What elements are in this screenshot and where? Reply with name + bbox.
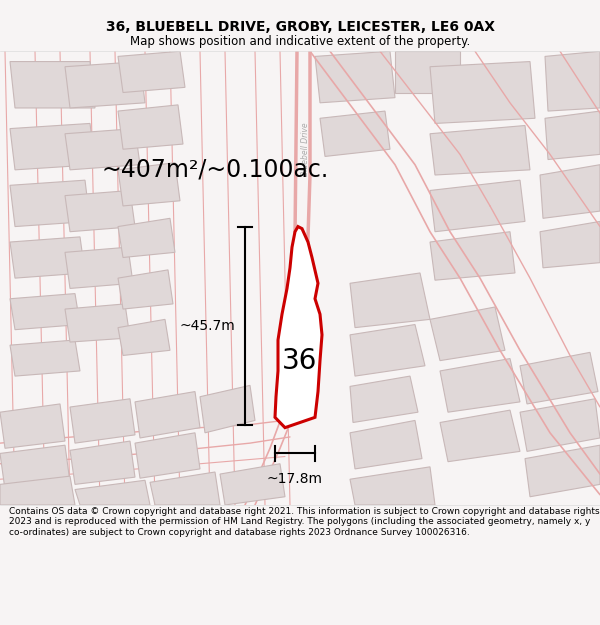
Polygon shape bbox=[200, 386, 255, 432]
Polygon shape bbox=[150, 472, 220, 505]
Polygon shape bbox=[135, 432, 200, 478]
Polygon shape bbox=[350, 421, 422, 469]
Polygon shape bbox=[65, 247, 133, 289]
Polygon shape bbox=[135, 391, 200, 438]
Polygon shape bbox=[65, 61, 145, 108]
Polygon shape bbox=[520, 399, 600, 451]
Text: Bluebell Drive: Bluebell Drive bbox=[301, 122, 310, 176]
Polygon shape bbox=[10, 61, 95, 108]
Text: ~17.8m: ~17.8m bbox=[267, 472, 323, 486]
Polygon shape bbox=[0, 476, 75, 505]
Polygon shape bbox=[525, 445, 600, 497]
Polygon shape bbox=[75, 480, 150, 505]
Polygon shape bbox=[0, 445, 70, 489]
Polygon shape bbox=[350, 324, 425, 376]
Polygon shape bbox=[430, 307, 505, 361]
Polygon shape bbox=[350, 467, 435, 505]
Polygon shape bbox=[220, 464, 285, 505]
Polygon shape bbox=[430, 126, 530, 175]
Polygon shape bbox=[118, 105, 183, 149]
Polygon shape bbox=[65, 304, 130, 342]
Polygon shape bbox=[10, 180, 90, 226]
Polygon shape bbox=[10, 124, 95, 170]
Polygon shape bbox=[430, 61, 535, 124]
Polygon shape bbox=[275, 226, 322, 428]
Text: ~45.7m: ~45.7m bbox=[179, 319, 235, 332]
Polygon shape bbox=[540, 221, 600, 268]
Polygon shape bbox=[430, 232, 515, 280]
Polygon shape bbox=[118, 162, 180, 206]
Polygon shape bbox=[440, 359, 520, 413]
Text: ~407m²/~0.100ac.: ~407m²/~0.100ac. bbox=[101, 158, 329, 182]
Polygon shape bbox=[10, 294, 80, 330]
Text: Map shows position and indicative extent of the property.: Map shows position and indicative extent… bbox=[130, 36, 470, 48]
Polygon shape bbox=[10, 237, 85, 278]
Polygon shape bbox=[65, 191, 135, 232]
Polygon shape bbox=[118, 51, 185, 92]
Text: Contains OS data © Crown copyright and database right 2021. This information is : Contains OS data © Crown copyright and d… bbox=[9, 507, 599, 537]
Polygon shape bbox=[440, 410, 520, 462]
Polygon shape bbox=[320, 111, 390, 156]
Polygon shape bbox=[430, 180, 525, 232]
Polygon shape bbox=[395, 51, 460, 92]
Polygon shape bbox=[118, 218, 175, 258]
Polygon shape bbox=[70, 399, 135, 443]
Polygon shape bbox=[70, 441, 135, 484]
Polygon shape bbox=[10, 340, 80, 376]
Polygon shape bbox=[545, 111, 600, 159]
Polygon shape bbox=[0, 404, 65, 448]
Text: 36, BLUEBELL DRIVE, GROBY, LEICESTER, LE6 0AX: 36, BLUEBELL DRIVE, GROBY, LEICESTER, LE… bbox=[106, 20, 494, 34]
Polygon shape bbox=[350, 273, 430, 328]
Polygon shape bbox=[520, 352, 598, 404]
Polygon shape bbox=[315, 51, 395, 102]
Polygon shape bbox=[65, 129, 140, 170]
Polygon shape bbox=[118, 270, 173, 309]
Polygon shape bbox=[118, 319, 170, 356]
Polygon shape bbox=[540, 164, 600, 218]
Polygon shape bbox=[545, 51, 600, 111]
Text: 36: 36 bbox=[283, 347, 317, 374]
Polygon shape bbox=[350, 376, 418, 423]
